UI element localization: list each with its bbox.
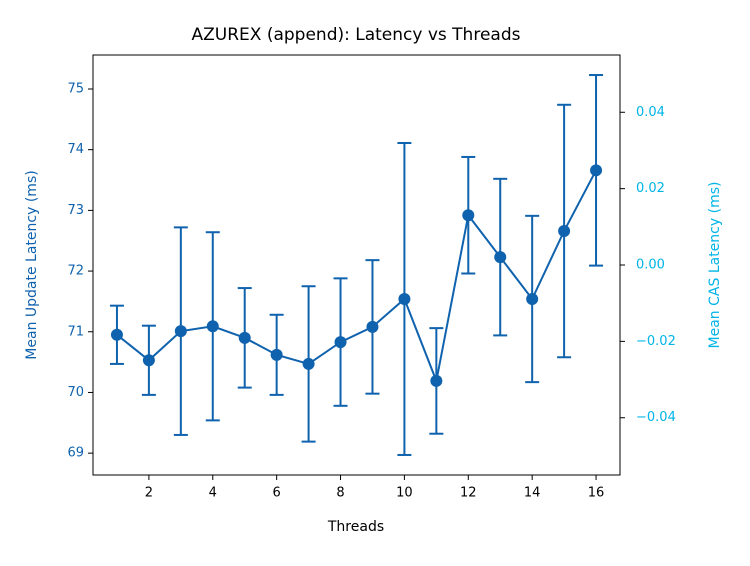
y-tick-label: 74	[67, 142, 84, 157]
x-axis-label: Threads	[327, 519, 384, 535]
data-point	[334, 336, 347, 349]
y-tick-label: 69	[67, 446, 84, 461]
data-point	[558, 225, 571, 238]
chart-title: AZUREX (append): Latency vs Threads	[192, 25, 521, 45]
data-point	[174, 325, 187, 338]
y2-tick-label: 0.00	[636, 258, 665, 273]
y-tick-label: 70	[67, 385, 84, 400]
x-tick-label: 12	[460, 486, 477, 501]
x-tick-label: 14	[524, 486, 541, 501]
data-point	[398, 292, 411, 305]
x-tick-label: 8	[336, 486, 344, 501]
x-tick-label: 6	[273, 486, 281, 501]
x-tick-label: 10	[396, 486, 413, 501]
y-axis-label: Mean Update Latency (ms)	[24, 170, 40, 359]
x-tick-label: 2	[145, 486, 153, 501]
data-point	[206, 320, 219, 333]
data-point	[430, 374, 443, 387]
data-point	[494, 251, 507, 264]
data-point	[590, 164, 603, 177]
data-point	[110, 328, 123, 341]
data-point	[270, 348, 283, 361]
data-point	[238, 331, 251, 344]
y-tick-label: 72	[67, 264, 84, 279]
y2-axis-label: Mean CAS Latency (ms)	[707, 182, 723, 349]
data-point	[302, 357, 315, 370]
data-point	[142, 354, 155, 367]
y2-tick-label: −0.04	[636, 410, 676, 425]
x-tick-label: 16	[588, 486, 605, 501]
y-tick-label: 75	[67, 81, 84, 96]
y2-tick-label: −0.02	[636, 334, 676, 349]
y2-tick-label: 0.02	[636, 181, 665, 196]
series-line	[116, 169, 597, 385]
y-tick-label: 71	[67, 324, 84, 339]
data-point	[526, 292, 539, 305]
y2-tick-label: 0.04	[636, 105, 665, 120]
data-point	[462, 209, 475, 222]
data-point	[366, 320, 379, 333]
x-tick-label: 4	[209, 486, 217, 501]
y-tick-label: 73	[67, 203, 84, 218]
